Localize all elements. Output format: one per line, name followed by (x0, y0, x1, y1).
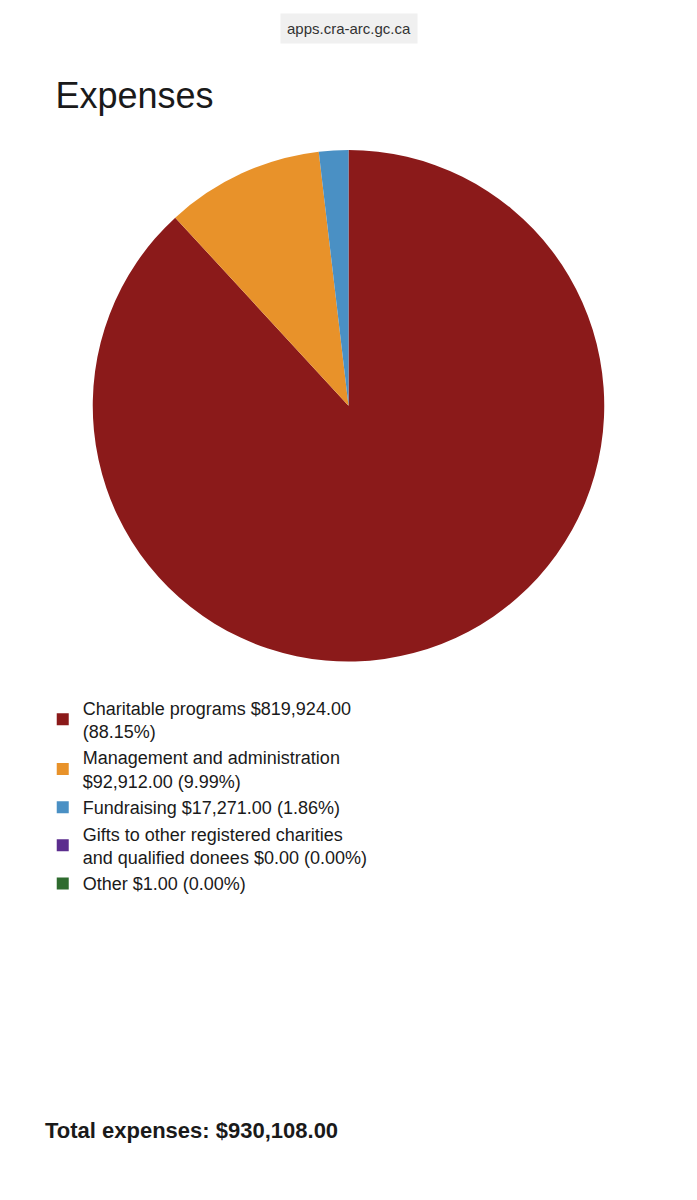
svg-text:Charitable programs $819,924.0: Charitable programs $819,924.00(88.15%) (83, 699, 351, 742)
svg-text:Management and administration$: Management and administration$92,912.00 … (83, 748, 340, 791)
svg-text:Gifts to other registered char: Gifts to other registered charitiesand q… (83, 825, 367, 868)
svg-text:Expenses: Expenses (55, 75, 213, 116)
svg-text:Fundraising $17,271.00 (1.86%): Fundraising $17,271.00 (1.86%) (83, 798, 340, 818)
svg-text:Total expenses: $930,108.00: Total expenses: $930,108.00 (45, 1118, 338, 1143)
svg-text:Other $1.00 (0.00%): Other $1.00 (0.00%) (83, 874, 246, 894)
svg-text:apps.cra-arc.gc.ca: apps.cra-arc.gc.ca (287, 20, 411, 37)
